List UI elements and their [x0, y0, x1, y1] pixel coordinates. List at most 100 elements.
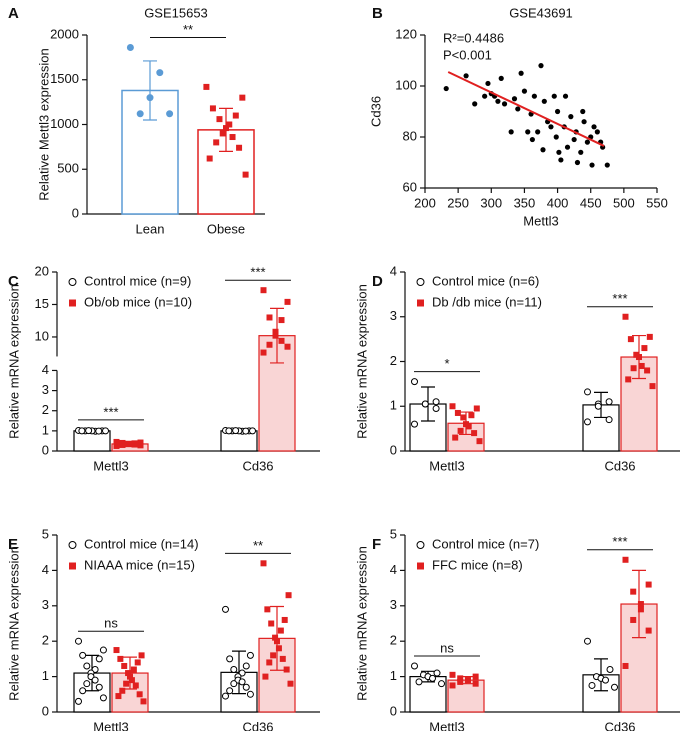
data-point	[115, 693, 122, 700]
data-point	[222, 605, 229, 613]
y-tick-label: 3	[390, 308, 397, 323]
data-point	[589, 162, 595, 168]
legend-marker	[417, 299, 424, 307]
y-tick-label: 2	[390, 353, 397, 368]
panel-letter: B	[372, 5, 383, 22]
data-point	[126, 44, 134, 52]
y-tick-label: 3	[42, 597, 49, 612]
error-bar	[143, 60, 157, 121]
data-point	[242, 683, 250, 691]
data-point	[242, 427, 250, 435]
y-tick-label: 1500	[50, 71, 79, 86]
annotation: R²=0.4486	[443, 30, 504, 45]
y-axis-label: Relative mRNA expression	[6, 284, 21, 439]
significance-label: ***	[250, 265, 265, 280]
data-point	[556, 149, 562, 155]
data-point	[131, 441, 138, 448]
legend-marker	[416, 278, 425, 286]
x-tick-label: Cd36	[604, 719, 635, 731]
data-point	[588, 681, 596, 689]
panel-letter: F	[372, 536, 381, 553]
data-point	[521, 88, 528, 94]
data-point	[606, 666, 614, 674]
data-point	[249, 427, 256, 435]
data-point	[246, 651, 254, 659]
data-point	[213, 139, 220, 146]
y-tick-label: 2	[42, 402, 49, 417]
x-tick-label: Mettl3	[93, 458, 128, 473]
data-point	[125, 441, 132, 448]
legend-marker	[417, 562, 424, 570]
significance-label: **	[253, 538, 263, 553]
data-point	[622, 313, 629, 320]
data-point	[272, 328, 279, 335]
y-tick-label: 10	[35, 328, 49, 343]
data-point	[230, 666, 238, 674]
data-point	[535, 129, 541, 135]
data-point	[449, 671, 456, 678]
data-point	[641, 345, 648, 352]
data-point	[627, 336, 634, 343]
annotation: P<0.001	[443, 47, 492, 62]
data-point	[584, 139, 591, 145]
data-point	[591, 124, 597, 130]
y-tick-label: 1	[390, 398, 397, 413]
data-point	[637, 601, 644, 608]
legend-label: Control mice (n=6)	[432, 273, 539, 288]
x-tick-label: 500	[613, 195, 635, 210]
panel-letter: C	[8, 273, 19, 290]
data-point	[226, 687, 234, 695]
data-point	[529, 136, 535, 143]
legend-label: NIAAA mice (n=15)	[84, 557, 195, 572]
data-point	[485, 80, 491, 87]
data-point	[571, 136, 577, 143]
legend-label: Control mice (n=9)	[84, 273, 191, 288]
data-point	[274, 638, 280, 645]
data-point	[415, 678, 423, 686]
data-point	[246, 690, 254, 698]
data-point	[472, 101, 478, 107]
significance-label: ***	[612, 291, 627, 306]
data-point	[622, 662, 629, 669]
data-point	[558, 157, 564, 163]
y-tick-label: 80	[403, 128, 417, 143]
data-point	[482, 93, 488, 99]
data-point	[79, 687, 87, 695]
y-axis-label: Relative Mettl3 expression	[36, 48, 51, 200]
y-tick-label: 3	[390, 597, 397, 612]
data-point	[602, 676, 609, 684]
data-point	[465, 423, 472, 430]
y-tick-label: 15	[35, 296, 49, 311]
data-point	[457, 427, 464, 434]
y-tick-label: 1	[390, 668, 397, 683]
data-point	[113, 438, 120, 445]
chart-title: GSE15653	[144, 5, 208, 20]
x-tick-label: Mettl3	[429, 458, 464, 473]
data-point	[272, 332, 279, 339]
data-point	[472, 673, 479, 680]
data-point	[460, 414, 467, 421]
data-point	[611, 683, 618, 691]
data-point	[438, 680, 445, 688]
y-axis-label: Relative mRNA expression	[6, 546, 21, 701]
data-point	[574, 159, 581, 166]
data-point	[225, 427, 233, 435]
data-point	[554, 108, 561, 115]
fit-line	[447, 71, 605, 147]
data-point	[518, 70, 524, 76]
data-point	[468, 412, 475, 419]
data-point	[622, 556, 629, 563]
y-tick-label: 2000	[50, 26, 79, 41]
x-tick-label: 400	[547, 195, 569, 210]
data-point	[452, 434, 459, 441]
data-point	[78, 427, 86, 435]
data-point	[581, 119, 587, 125]
data-point	[266, 314, 273, 321]
data-point	[272, 634, 279, 641]
y-tick-label: 0	[390, 442, 397, 457]
data-point	[605, 416, 613, 424]
data-point	[625, 376, 632, 383]
data-point	[79, 651, 87, 659]
data-point	[578, 149, 584, 155]
y-tick-label: 60	[403, 179, 417, 194]
